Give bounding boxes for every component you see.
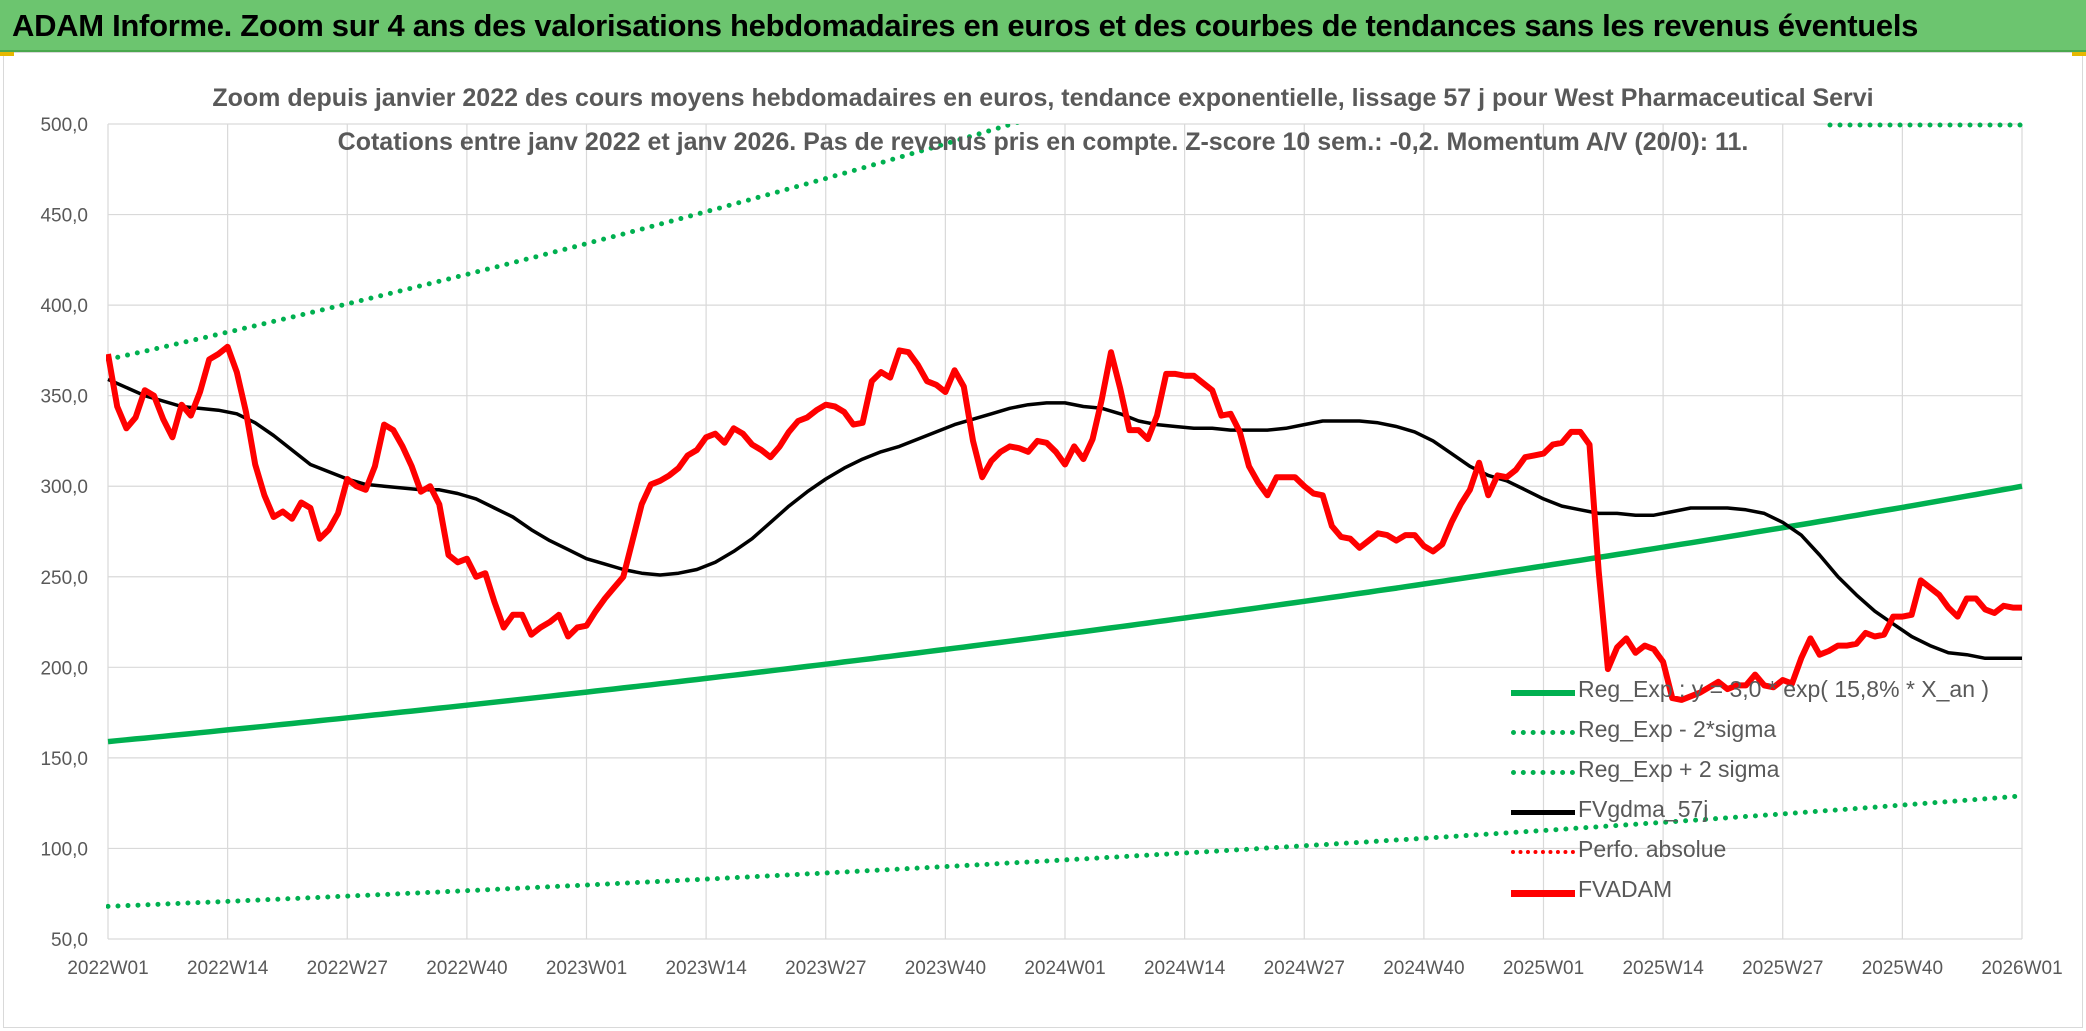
legend-swatch-reg-exp — [1511, 690, 1575, 696]
legend-item-reg-exp-plus: Reg_Exp + 2 sigma — [1508, 752, 2008, 792]
legend-label-fvadam: FVADAM — [1578, 876, 1673, 902]
x-axis-tick-labels: 2022W01 2022W14 2022W27 2022W40 2023W01 2023W… — [67, 958, 2062, 979]
series-fvadam — [106, 343, 2022, 703]
legend-item-reg-exp: Reg_Exp : y = 3,0 * exp( 15,8% * X_an ) — [1508, 672, 2008, 712]
y-tick-label-9: 500,0 — [40, 115, 88, 136]
x-tick-label-4: 2023W01 — [546, 958, 627, 979]
y-tick-label-3: 200,0 — [40, 658, 88, 679]
series-reg-exp-minus-2sigma — [106, 793, 2024, 909]
legend-label-perfo: Perfo. absolue — [1578, 836, 1727, 862]
y-tick-label-6: 350,0 — [40, 387, 88, 408]
legend-swatch-reg-exp-minus — [1511, 730, 1575, 735]
report-banner: ADAM Informe. Zoom sur 4 ans des valoris… — [0, 0, 2086, 52]
x-tick-label-9: 2024W14 — [1144, 958, 1226, 979]
y-tick-label-5: 300,0 — [40, 477, 88, 498]
y-tick-label-1: 100,0 — [40, 839, 88, 860]
chart-title-line-2: Cotations entre janv 2022 et janv 2026. … — [337, 128, 1749, 156]
legend-label-fvgdma: FVgdma_57j — [1578, 796, 1709, 822]
legend-label-reg-exp: Reg_Exp : y = 3,0 * exp( 15,8% * X_an ) — [1578, 676, 1990, 702]
legend-swatch-perfo — [1511, 850, 1575, 854]
y-axis-tick-labels: 50,0 100,0 150,0 200,0 250,0 300,0 350,0 400,0 4… — [40, 115, 88, 951]
x-tick-label-11: 2024W40 — [1383, 958, 1464, 979]
frame-corner-left — [0, 52, 14, 56]
legend-swatch-reg-exp-plus — [1511, 770, 1575, 775]
y-tick-label-7: 400,0 — [40, 296, 88, 317]
y-tick-label-4: 250,0 — [40, 568, 88, 589]
series-reg-exp-plus-2sigma — [106, 124, 1021, 362]
legend-label-reg-exp-minus: Reg_Exp - 2*sigma — [1578, 716, 1777, 742]
y-tick-label-2: 150,0 — [40, 749, 88, 770]
series-layer — [106, 122, 2025, 909]
chart-legend: Reg_Exp : y = 3,0 * exp( 15,8% * X_an ) … — [1508, 672, 2008, 912]
legend-item-fvadam: FVADAM — [1508, 872, 2008, 912]
series-reg-exp — [107, 483, 2023, 745]
chart-title-line-1: Zoom depuis janvier 2022 des cours moyen… — [212, 84, 1874, 112]
x-tick-label-12: 2025W01 — [1503, 958, 1584, 979]
y-tick-label-8: 450,0 — [40, 206, 88, 227]
legend-label-reg-exp-plus: Reg_Exp + 2 sigma — [1578, 756, 1780, 782]
x-tick-label-2: 2022W27 — [307, 958, 388, 979]
frame-corner-right — [2072, 52, 2086, 56]
y-tick-label-0: 50,0 — [51, 930, 88, 951]
x-tick-label-0: 2022W01 — [67, 958, 148, 979]
x-tick-label-14: 2025W27 — [1742, 958, 1823, 979]
chart-frame — [3, 52, 2083, 1028]
legend-item-fvgdma: FVgdma_57j — [1508, 792, 2008, 832]
x-tick-label-6: 2023W27 — [785, 958, 866, 979]
x-tick-label-7: 2023W40 — [905, 958, 986, 979]
series-clip-group — [106, 124, 2024, 909]
legend-swatch-fvgdma — [1511, 810, 1575, 815]
x-tick-label-10: 2024W27 — [1264, 958, 1345, 979]
x-tick-label-8: 2024W01 — [1024, 958, 1105, 979]
series-fvgdma-57j — [107, 377, 2022, 661]
report-title: ADAM Informe. Zoom sur 4 ans des valoris… — [12, 8, 1919, 43]
legend-item-perfo: Perfo. absolue — [1508, 832, 2008, 872]
x-tick-label-3: 2022W40 — [426, 958, 507, 979]
x-tick-label-16: 2026W01 — [1981, 958, 2062, 979]
legend-swatch-fvadam — [1511, 890, 1575, 897]
legend-item-reg-exp-minus: Reg_Exp - 2*sigma — [1508, 712, 2008, 752]
x-tick-label-13: 2025W14 — [1622, 958, 1704, 979]
x-tick-label-15: 2025W40 — [1862, 958, 1943, 979]
vertical-gridlines — [107, 124, 2023, 939]
x-tick-label-1: 2022W14 — [187, 958, 269, 979]
x-tick-label-5: 2023W14 — [665, 958, 747, 979]
